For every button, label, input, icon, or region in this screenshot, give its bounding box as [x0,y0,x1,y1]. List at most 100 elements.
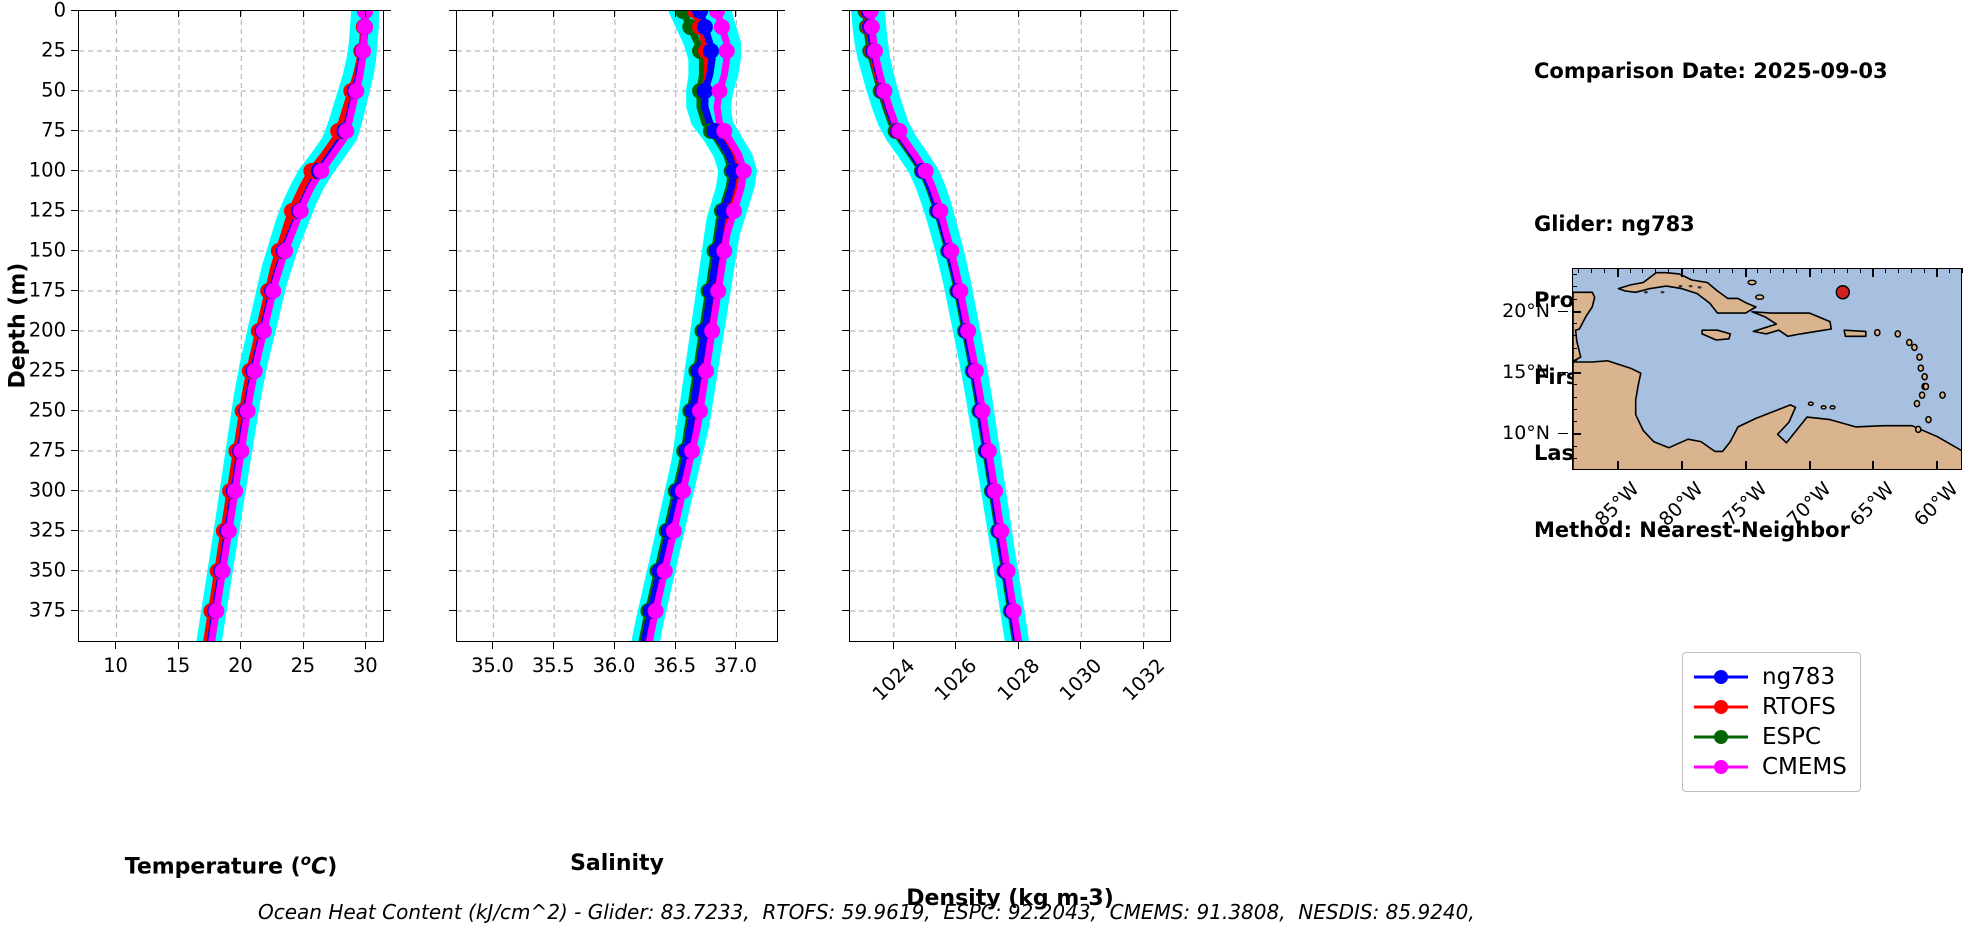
legend-item-ng783[interactable]: ng783 [1694,662,1847,692]
legend-item-espc[interactable]: ESPC [1694,722,1847,752]
salinity-plot-area [457,11,777,641]
y-tick [71,610,78,611]
map-lat-minor-tick [1572,323,1577,325]
y-tick [842,370,849,371]
depth-tick-label: 125 [28,198,66,222]
depth-tick-label: 0 [53,0,66,22]
y-tick-right [384,530,391,531]
y-tick-right [778,530,785,531]
map-lon-tick-top [1872,268,1875,277]
x-tick [892,642,894,649]
y-tick [449,610,456,611]
y-tick [71,530,78,531]
y-tick-right [384,10,391,11]
y-tick [71,210,78,211]
density-axis-title: Density (kg m-3) [906,886,1114,911]
legend-label: RTOFS [1762,694,1836,720]
method-text: Method: Nearest-Neighbor [1534,517,1850,542]
map-lon-tick-top [1744,268,1747,277]
location-map [1572,268,1962,470]
y-tick-right [1171,250,1178,251]
x-tick [1017,642,1019,649]
y-tick-right [778,450,785,451]
map-lon-minor-tick [1962,268,1963,273]
y-tick [842,90,849,91]
map-lon-minor-tick [1795,268,1797,273]
legend-swatch-icon [1694,728,1748,746]
map-lon-minor-tick [1693,268,1695,273]
y-tick-right [778,330,785,331]
y-tick [842,210,849,211]
map-lon-minor-tick [1770,268,1772,273]
temperature-plot-area [79,11,383,641]
x-tick-label: 35.0 [471,654,514,677]
density-panel [849,10,1171,642]
x-tick-label: 25 [290,654,316,677]
y-tick-right [778,210,785,211]
temperature-panel [78,10,384,642]
y-tick [449,50,456,51]
y-tick [449,450,456,451]
salinity-axis-title: Salinity [570,851,664,876]
x-tick [553,642,555,649]
map-lat-minor-tick [1572,347,1577,349]
ocean-heat-content-caption: Ocean Heat Content (kJ/cm^2) - Glider: 8… [258,900,1475,924]
y-tick [449,10,456,11]
map-lon-minor-tick [1578,268,1580,273]
depth-tick-label: 225 [28,358,66,382]
x-tick-label: 20 [228,654,253,677]
comparison-date-text: Comparison Date: 2025-09-03 [1534,59,1888,83]
y-tick-right [1171,210,1178,211]
x-tick [955,642,957,649]
x-tick [177,642,179,649]
y-tick [449,250,456,251]
x-tick-top [115,10,117,17]
map-lat-minor-tick [1572,335,1577,337]
map-lat-minor-tick [1572,372,1581,374]
map-lon-minor-tick [1859,268,1861,273]
x-tick [302,642,304,649]
y-tick [71,170,78,171]
y-tick-right [384,410,391,411]
map-lat-minor-tick [1572,445,1577,447]
y-tick-right [778,10,785,11]
depth-tick-label: 350 [28,558,66,582]
x-tick-top [1017,10,1019,17]
x-tick [1142,642,1144,649]
y-tick [842,50,849,51]
x-tick-label: 1032 [1117,654,1170,706]
x-tick-top [365,10,367,17]
x-tick [492,642,494,649]
legend-label: CMEMS [1762,754,1847,780]
y-tick [71,90,78,91]
map-lat-label: 15°N [1502,361,1550,384]
depth-tick-label: 175 [28,278,66,302]
x-tick-top [177,10,179,17]
x-tick [240,642,242,649]
y-tick [842,10,849,11]
y-tick-right [1171,410,1178,411]
y-tick [71,490,78,491]
y-tick-right [1171,530,1178,531]
legend-item-cmems[interactable]: CMEMS [1694,752,1847,782]
y-tick [449,290,456,291]
depth-tick-label: 325 [28,518,66,542]
x-tick-top [613,10,615,17]
depth-tick-label: 150 [28,238,66,262]
legend-item-rtofs[interactable]: RTOFS [1694,692,1847,722]
y-tick-right [384,330,391,331]
map-lat-tick-dash [1558,433,1568,435]
y-tick-right [384,90,391,91]
map-lon-tick-top [1936,268,1939,277]
x-tick-label: 1026 [930,654,982,706]
density-axes [849,10,1171,642]
map-lon-minor-tick [1616,268,1618,277]
y-tick [842,610,849,611]
x-tick-top [955,10,957,17]
map-lon-minor-tick [1949,268,1951,273]
y-tick-right [384,170,391,171]
map-lat-tick [1572,433,1581,436]
map-lon-minor-tick [1667,268,1669,273]
y-tick-right [778,250,785,251]
